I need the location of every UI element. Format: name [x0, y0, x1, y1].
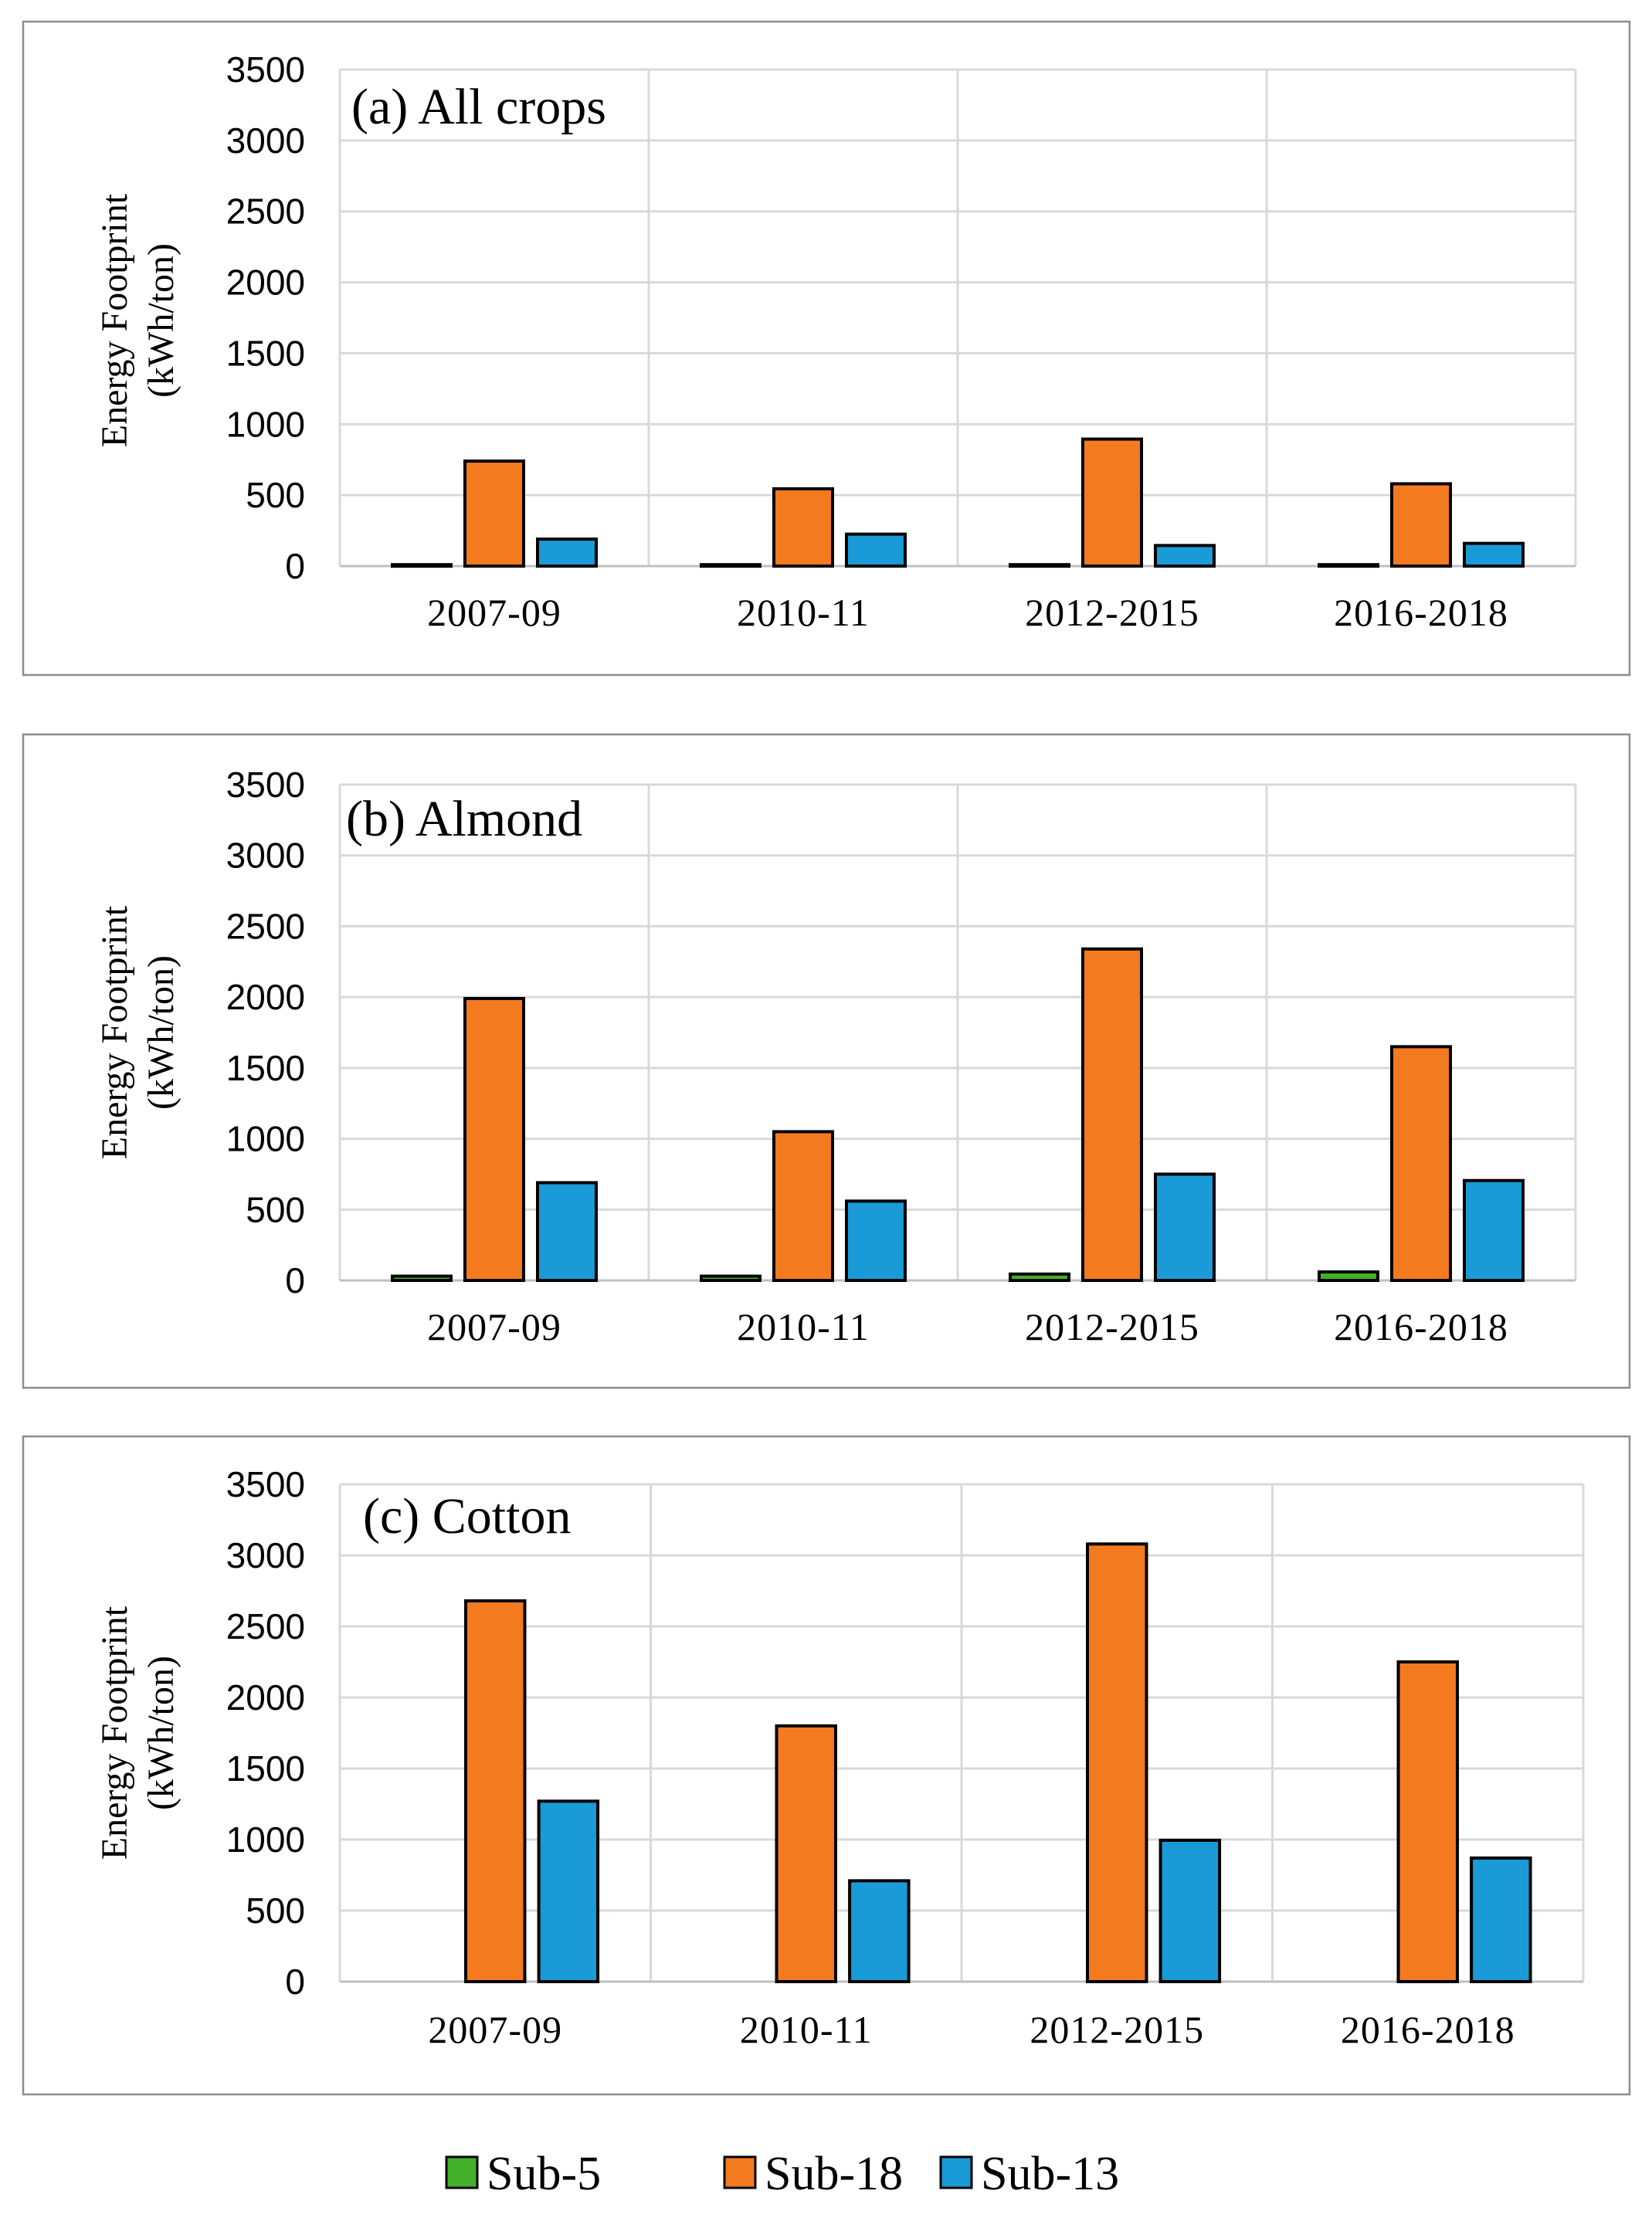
y-axis-title: Energy Footprint (kWh/ton): [94, 193, 181, 447]
x-tick-label: 2016-2018: [1334, 1305, 1508, 1348]
bar-sub-18-2016-2018: [1390, 1045, 1452, 1283]
x-tick-label: 2010-11: [737, 591, 870, 634]
bar-sub-18-2012-2015: [1081, 947, 1143, 1282]
bar-sub-5-2010-11: [700, 1274, 762, 1283]
legend: Sub-5 Sub-18 Sub-13: [445, 2148, 1119, 2200]
bar-sub-18-2010-11: [775, 1724, 837, 1984]
y-tick-label: 1500: [226, 1048, 305, 1088]
y-axis-title-line: Energy Footprint: [94, 905, 135, 1159]
legend-item-sub-13: Sub-13: [939, 2148, 1119, 2200]
y-tick-label: 3000: [226, 120, 305, 161]
y-tick-label: 1500: [226, 1748, 305, 1789]
legend-item-sub-18: Sub-18: [723, 2148, 903, 2200]
y-tick-label: 500: [246, 1189, 305, 1229]
legend-item-sub-5: Sub-5: [445, 2148, 601, 2200]
bar-sub-18-2007-09: [463, 996, 525, 1283]
bar-sub-18-2012-2015: [1086, 1542, 1148, 1983]
bar-sub-18-2007-09: [464, 1599, 527, 1983]
y-tick-label: 1000: [226, 404, 305, 444]
x-tick-label: 2007-09: [427, 1305, 561, 1348]
x-tick-label: 2016-2018: [1341, 2008, 1515, 2051]
bar-sub-5-2007-09: [391, 563, 453, 568]
bar-sub-5-2010-11: [700, 563, 762, 568]
y-tick-label: 500: [246, 1891, 305, 1931]
bar-sub-13-2007-09: [537, 1799, 600, 1984]
y-tick-label: 3500: [226, 1464, 305, 1504]
y-axis-title-line: (kWh/ton): [141, 955, 181, 1110]
legend-label: Sub-18: [765, 2148, 903, 2200]
bar-sub-13-2010-11: [845, 532, 907, 568]
panel-title: (a) All crops: [351, 79, 606, 135]
y-tick-label: 2500: [226, 192, 305, 232]
bar-sub-18-2016-2018: [1396, 1660, 1459, 1983]
bar-sub-5-2012-2015: [1009, 563, 1070, 568]
y-tick-label: 0: [285, 1962, 305, 2002]
y-tick-label: 1000: [226, 1119, 305, 1159]
y-tick-label: 3000: [226, 836, 305, 876]
legend-label: Sub-5: [487, 2148, 601, 2200]
bar-sub-13-2016-2018: [1463, 1178, 1525, 1282]
y-tick-label: 2000: [226, 1677, 305, 1718]
y-axis-title-line: (kWh/ton): [141, 243, 181, 398]
y-tick-label: 2500: [226, 906, 305, 946]
bar-sub-5-2012-2015: [1009, 1272, 1070, 1283]
y-tick-label: 1000: [226, 1819, 305, 1860]
x-tick-label: 2010-11: [740, 2008, 873, 2051]
y-tick-label: 3500: [226, 49, 305, 90]
y-tick-label: 2000: [226, 263, 305, 303]
y-tick-label: 3500: [226, 765, 305, 805]
bar-sub-18-2010-11: [772, 487, 834, 568]
bar-sub-5-2016-2018: [1318, 563, 1379, 568]
x-tick-label: 2012-2015: [1025, 1305, 1199, 1348]
chart-panel-1: 0 500 1000 1500 2000 2500 3000 3500 2007-09 2010-…: [22, 20, 1631, 677]
legend-swatch: [445, 2155, 479, 2189]
chart-panel-2: 0 500 1000 1500 2000 2500 3000 3500 2007-09 2010-…: [22, 733, 1631, 1389]
y-axis-title: Energy Footprint (kWh/ton): [94, 1606, 181, 1860]
panel-title: (c) Cotton: [363, 1488, 571, 1545]
bar-sub-13-2007-09: [536, 538, 598, 568]
x-tick-label: 2007-09: [428, 2008, 562, 2051]
bar-sub-13-2010-11: [845, 1199, 907, 1283]
y-tick-label: 0: [285, 1260, 305, 1301]
bar-sub-13-2012-2015: [1154, 1172, 1216, 1283]
y-axis-title-line: Energy Footprint: [94, 193, 135, 447]
x-tick-label: 2007-09: [427, 591, 561, 634]
bar-sub-13-2010-11: [848, 1879, 911, 1984]
bar-sub-13-2012-2015: [1154, 544, 1216, 568]
bar-sub-5-2016-2018: [1318, 1270, 1379, 1282]
bar-sub-18-2016-2018: [1390, 482, 1452, 568]
y-axis-title: Energy Footprint (kWh/ton): [94, 905, 181, 1159]
chart-panel-3: 0 500 1000 1500 2000 2500 3000 3500 2007-09 2010-…: [22, 1435, 1631, 2096]
y-tick-label: 2500: [226, 1606, 305, 1646]
y-tick-label: 500: [246, 475, 305, 515]
legend-label: Sub-13: [981, 2148, 1119, 2200]
legend-swatch: [939, 2155, 973, 2189]
y-tick-label: 1500: [226, 333, 305, 373]
y-axis-title-line: Energy Footprint: [94, 1606, 135, 1860]
bar-sub-13-2016-2018: [1470, 1856, 1532, 1983]
legend-swatch: [723, 2155, 757, 2189]
bar-sub-13-2007-09: [536, 1181, 598, 1283]
y-axis-title-line: (kWh/ton): [141, 1656, 181, 1810]
y-tick-label: 2000: [226, 977, 305, 1017]
x-tick-label: 2010-11: [737, 1305, 870, 1348]
x-tick-label: 2012-2015: [1025, 591, 1199, 634]
bar-sub-5-2007-09: [391, 1274, 453, 1283]
y-tick-label: 3000: [226, 1535, 305, 1575]
x-tick-label: 2012-2015: [1030, 2008, 1204, 2051]
x-tick-label: 2016-2018: [1334, 591, 1508, 634]
bar-sub-18-2007-09: [463, 460, 525, 568]
bar-sub-13-2012-2015: [1158, 1838, 1222, 1983]
bar-sub-18-2010-11: [772, 1130, 834, 1283]
bar-sub-13-2016-2018: [1463, 541, 1525, 568]
panel-title: (b) Almond: [346, 791, 582, 847]
y-tick-label: 0: [285, 546, 305, 586]
bar-sub-18-2012-2015: [1081, 437, 1143, 568]
chart-panels: 0 500 1000 1500 2000 2500 3000 3500 2007-09 2010-…: [22, 20, 1631, 2096]
